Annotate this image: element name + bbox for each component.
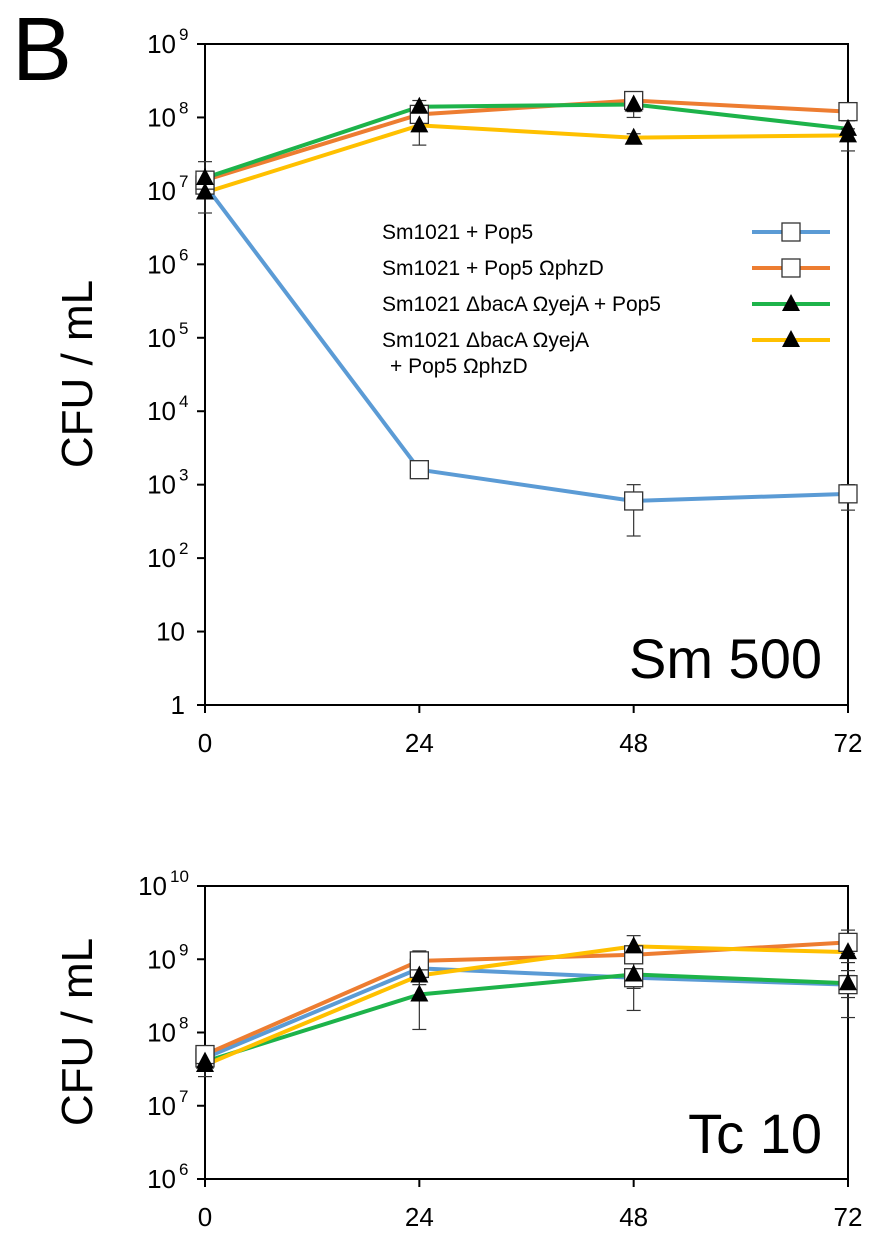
y-tick-exponent: 3 — [179, 466, 188, 485]
plot-frame — [204, 43, 849, 706]
y-tick-base: 10 — [147, 29, 176, 59]
y-tick-label: 10 — [147, 249, 176, 279]
legend-label-line2: + Pop5 ΩphzD — [390, 355, 528, 378]
y-tick-exponent: 6 — [179, 245, 188, 264]
y-tick-label: 10 — [147, 944, 176, 974]
x-tick-label: 0 — [198, 728, 212, 758]
y-tick-label: 10 — [147, 396, 176, 426]
y-tick-exponent: 2 — [179, 539, 188, 558]
y-tick-exponent: 9 — [179, 940, 188, 959]
panel-label: B — [12, 0, 72, 100]
y-tick-label: 10 — [147, 323, 176, 353]
y-tick-exponent: 6 — [179, 1160, 188, 1179]
y-tick-label: 10 — [147, 176, 176, 206]
x-tick-label: 72 — [834, 728, 863, 758]
y-tick-base: 10 — [147, 323, 176, 353]
legend-label: Sm1021 ΔbacA ΩyejA + Pop5 — [382, 293, 661, 316]
y-tick-base: 10 — [147, 1091, 176, 1121]
data-point-sm1021-baca-yeja-pop5 — [196, 167, 214, 185]
data-point-sm1021-baca-yeja-pop5-phzd — [410, 115, 429, 133]
y-tick-base: 10 — [147, 944, 176, 974]
y-tick-label: 10 — [147, 543, 176, 573]
series-line-sm1021-baca-yeja-pop5-phzd — [204, 123, 849, 195]
y-tick-exponent: 8 — [179, 98, 188, 117]
y-tick-exponent: 10 — [170, 867, 189, 886]
y-tick-label: 10 — [147, 102, 176, 132]
series-line-sm1021-baca-yeja-pop5-phzd — [204, 944, 849, 1067]
legend-label: Sm1021 + Pop5 ΩphzD — [382, 257, 604, 280]
y-tick-base: 10 — [147, 470, 176, 500]
series-line-sm1021-pop5-phzd — [204, 98, 849, 183]
y-tick-label: 1 — [171, 690, 185, 720]
legend: Sm1021 + Pop5 Sm1021 + Pop5 ΩphzD Sm1021 Δ… — [382, 221, 830, 378]
x-tick-label: 48 — [619, 1202, 648, 1232]
y-tick-base: 10 — [147, 543, 176, 573]
series-line-sm1021-pop5 — [204, 966, 849, 1060]
y-tick-label: 10 — [156, 617, 185, 647]
data-point-sm1021-baca-yeja-pop5-phzd — [410, 965, 429, 983]
y-tick-exponent: 8 — [179, 1014, 188, 1033]
y-tick-base: 10 — [147, 396, 176, 426]
data-point-sm1021-baca-yeja-pop5-phzd — [196, 1055, 214, 1073]
y-tick-base: 10 — [147, 176, 176, 206]
data-point-sm1021-baca-yeja-pop5 — [624, 964, 643, 982]
y-axis-label: CFU / mL — [53, 280, 102, 468]
y-tick-label: 10 — [147, 1018, 176, 1048]
y-tick-base: 10 — [147, 102, 176, 132]
y-tick-exponent: 5 — [179, 319, 188, 338]
y-axis-label: CFU / mL — [53, 938, 102, 1126]
y-tick-label: 10 — [147, 1091, 176, 1121]
data-point-sm1021-baca-yeja-pop5-phzd — [196, 182, 214, 200]
y-tick-exponent: 7 — [179, 1087, 188, 1106]
x-tick-label: 72 — [834, 1202, 863, 1232]
data-point-sm1021-baca-yeja-pop5-phzd — [624, 936, 643, 954]
y-tick-base: 10 — [147, 1018, 176, 1048]
legend-marker — [781, 222, 801, 242]
y-tick-label: 10 — [147, 29, 176, 59]
legend-marker — [781, 258, 801, 278]
legend-marker — [782, 294, 800, 311]
data-point-sm1021-baca-yeja-pop5 — [410, 96, 429, 114]
data-point-sm1021-pop5-phzd — [838, 101, 858, 122]
legend-marker — [782, 330, 800, 347]
y-tick-base: 10 — [147, 1164, 176, 1194]
x-tick-label: 24 — [405, 1202, 434, 1232]
x-tick-label: 24 — [405, 728, 434, 758]
y-tick-base: 10 — [138, 871, 167, 901]
data-point-sm1021-baca-yeja-pop5 — [624, 94, 643, 112]
data-point-sm1021-pop5 — [838, 484, 858, 504]
legend-label: Sm1021 ΔbacA ΩyejA — [382, 329, 589, 352]
x-tick-label: 48 — [619, 728, 648, 758]
y-tick-label: 10 — [138, 871, 167, 901]
data-point-sm1021-baca-yeja-pop5 — [410, 984, 429, 1002]
y-tick-exponent: 9 — [179, 25, 188, 44]
data-point-sm1021-baca-yeja-pop5-phzd — [839, 125, 857, 143]
x-tick-label: 0 — [198, 1202, 212, 1232]
data-point-sm1021-baca-yeja-pop5-phzd — [839, 942, 857, 960]
condition-label: Tc 10 — [688, 1102, 822, 1165]
data-point-sm1021-baca-yeja-pop5 — [839, 973, 857, 991]
y-tick-exponent: 7 — [179, 172, 188, 191]
series-line-sm1021-baca-yeja-pop5 — [204, 972, 849, 1064]
series-line-sm1021-pop5 — [203, 183, 849, 503]
data-point-sm1021-baca-yeja-pop5-phzd — [624, 127, 643, 145]
y-tick-label: 10 — [147, 470, 176, 500]
y-tick-base: 10 — [156, 617, 185, 647]
data-point-sm1021-pop5 — [409, 460, 429, 480]
legend-label: Sm1021 + Pop5 — [382, 221, 533, 244]
series-line-sm1021-baca-yeja-pop5 — [204, 102, 849, 180]
y-tick-base: 1 — [171, 690, 185, 720]
data-point-sm1021-pop5 — [624, 491, 644, 511]
y-tick-base: 10 — [147, 249, 176, 279]
condition-label: Sm 500 — [629, 627, 822, 690]
y-tick-label: 10 — [147, 1164, 176, 1194]
y-tick-exponent: 4 — [179, 392, 188, 411]
